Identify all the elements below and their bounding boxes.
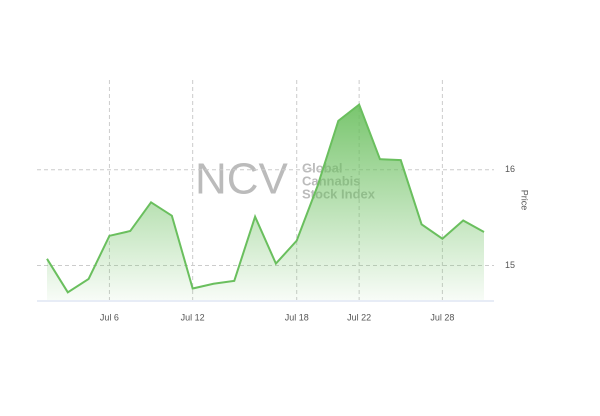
y-tick-label: 15 — [505, 260, 515, 270]
area-fill — [47, 104, 484, 300]
x-tick-label: Jul 22 — [347, 312, 371, 322]
x-tick-label: Jul 18 — [285, 312, 309, 322]
y-axis-label: Price — [520, 190, 530, 211]
x-tick-label: Jul 28 — [430, 312, 454, 322]
watermark: NCV — [195, 155, 289, 204]
y-tick-label: 16 — [505, 164, 515, 174]
x-tick-label: Jul 12 — [181, 312, 205, 322]
area-line — [46, 102, 485, 294]
x-tick-label: Jul 6 — [100, 312, 119, 322]
